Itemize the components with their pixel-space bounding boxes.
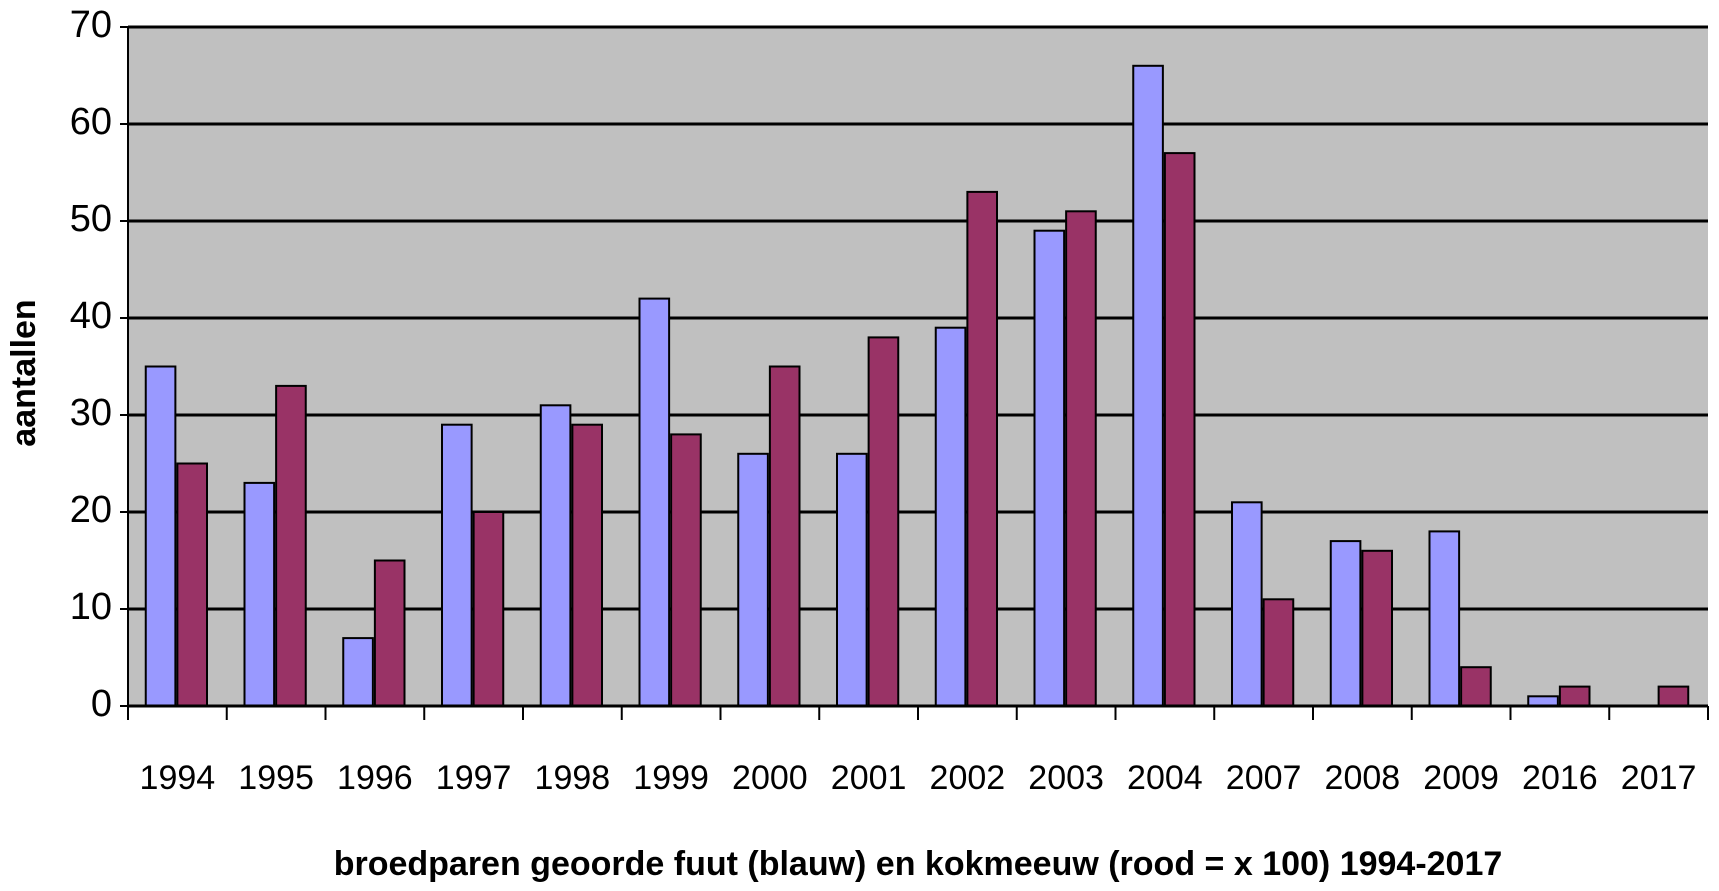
bar: [1033, 229, 1066, 707]
bar: [1163, 152, 1196, 708]
y-tick-label: 40: [70, 295, 112, 337]
x-tick-label: 1998: [535, 759, 611, 797]
y-tick-label: 30: [70, 392, 112, 434]
bar: [737, 452, 769, 707]
bar: [1460, 666, 1492, 708]
bar: [539, 404, 572, 707]
bar: [867, 336, 900, 707]
x-tick-label: 2002: [930, 759, 1006, 797]
bar: [934, 326, 967, 707]
x-tick-label: 2008: [1325, 759, 1401, 797]
x-tick-label: 2017: [1621, 759, 1697, 797]
y-tick-label: 20: [70, 489, 112, 531]
bar: [243, 481, 276, 707]
bar: [373, 559, 406, 707]
bar: [1065, 210, 1097, 708]
y-tick-label: 60: [70, 101, 112, 143]
bar: [768, 365, 801, 707]
bar: [1558, 685, 1591, 707]
bar: [1361, 549, 1393, 707]
x-tick-label: 1996: [337, 759, 413, 797]
bar: [1329, 540, 1362, 707]
bar: [342, 637, 374, 707]
x-tick-label: 2000: [732, 759, 808, 797]
bar: [966, 190, 998, 707]
bar: [441, 423, 473, 707]
bar: [836, 452, 868, 707]
x-tick-label: 1995: [238, 759, 314, 797]
bar: [472, 511, 505, 707]
bar: [1132, 64, 1164, 708]
x-tick-label: 1999: [633, 759, 709, 797]
bar: [144, 365, 177, 707]
y-tick-label: 0: [91, 683, 112, 725]
bar: [275, 384, 307, 707]
x-tick-label: 2001: [831, 759, 907, 797]
y-tick-label: 50: [70, 198, 112, 240]
bar: [670, 433, 702, 707]
x-tick-label: 1994: [140, 759, 216, 797]
bar: [638, 297, 671, 707]
x-axis-title: broedparen geoorde fuut (blauw) en kokme…: [334, 845, 1503, 883]
x-tick-label: 1997: [436, 759, 512, 797]
bar: [1657, 685, 1690, 707]
x-tick-label: 2016: [1522, 759, 1598, 797]
x-tick-label: 2007: [1226, 759, 1302, 797]
x-tick-label: 2004: [1127, 759, 1203, 797]
bar: [1262, 598, 1295, 707]
bar: [1428, 530, 1461, 708]
x-tick-label: 2009: [1423, 759, 1499, 797]
bar: [1231, 501, 1263, 707]
bar: [176, 462, 208, 707]
y-axis-title: aantallen: [5, 299, 43, 446]
y-tick-label: 10: [70, 586, 112, 628]
y-tick-label: 70: [70, 4, 112, 46]
x-tick-label: 2003: [1028, 759, 1104, 797]
plot-area: [128, 27, 1708, 706]
bar: [571, 423, 603, 707]
